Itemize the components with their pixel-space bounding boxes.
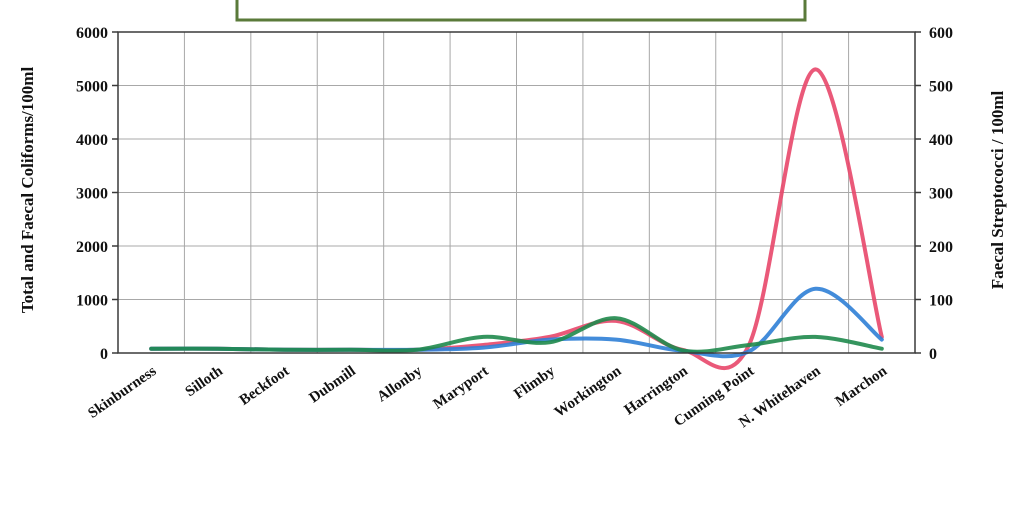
- y-axis-left-title: Total and Faecal Coliforms/100ml: [18, 67, 37, 314]
- y-left-tick-label: 0: [100, 346, 108, 363]
- y-right-tick-label: 600: [929, 25, 953, 42]
- y-left-tick-label: 1000: [76, 293, 108, 310]
- x-category-label: Dubmill: [307, 363, 359, 406]
- y-right-tick-label: 300: [929, 186, 953, 203]
- axes: [112, 31, 921, 354]
- x-category-label: Marchon: [833, 363, 891, 410]
- x-category-label: Beckfoot: [237, 363, 293, 409]
- y-right-tick-label: 0: [929, 346, 937, 363]
- y-axis-right-title: Faecal Streptococci / 100ml: [988, 91, 1007, 290]
- x-category-label: Workington: [552, 363, 625, 421]
- y-axis-right-ticks: 0 100 200 300 400 500 600: [929, 25, 953, 363]
- legend-box: [235, 0, 807, 22]
- y-right-tick-label: 400: [929, 132, 953, 149]
- x-axis-categories: Skinburness Silloth Beckfoot Dubmill Allonby…: [85, 363, 890, 431]
- y-right-tick-label: 100: [929, 293, 953, 310]
- x-category-label: Maryport: [431, 363, 492, 412]
- y-left-tick-label: 4000: [76, 132, 108, 149]
- x-category-label: Flimby: [511, 363, 558, 403]
- y-left-tick-label: 6000: [76, 25, 108, 42]
- y-left-tick-label: 3000: [76, 186, 108, 203]
- gridlines: [118, 31, 915, 354]
- y-right-tick-label: 200: [929, 239, 953, 256]
- series-group: [149, 67, 884, 371]
- series-line-3: [149, 316, 884, 354]
- x-category-label: Allonby: [374, 363, 425, 406]
- y-right-tick-label: 500: [929, 79, 953, 96]
- y-left-tick-label: 5000: [76, 79, 108, 96]
- y-left-tick-label: 2000: [76, 239, 108, 256]
- x-category-label: Silloth: [183, 363, 227, 400]
- y-axis-left-ticks: 0 1000 2000 3000 4000 5000 6000: [76, 25, 108, 363]
- x-category-label: Skinburness: [85, 363, 159, 422]
